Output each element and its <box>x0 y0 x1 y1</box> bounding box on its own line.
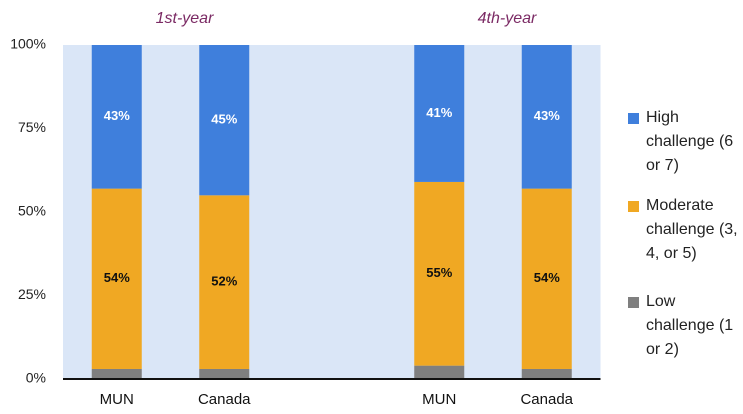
bar-segment <box>414 45 465 182</box>
bar-segment <box>521 188 572 369</box>
bar-segment <box>199 45 250 196</box>
y-tick-label: 75% <box>18 119 46 135</box>
plot-background <box>63 45 601 379</box>
x-tick-label: MUN <box>100 391 134 408</box>
legend-swatch <box>628 201 639 212</box>
x-tick-label: Canada <box>198 391 251 408</box>
legend-label: Low challenge (1 or 2) <box>646 293 734 358</box>
bar-segment <box>91 188 142 369</box>
y-tick-label: 25% <box>18 286 46 302</box>
data-label: 43% <box>534 108 560 123</box>
data-label: 54% <box>104 270 130 285</box>
group-label: 4th-year <box>478 10 537 27</box>
bar-segment <box>414 181 465 366</box>
bar-segment <box>199 368 250 379</box>
data-label: 45% <box>211 112 237 127</box>
data-label: 41% <box>426 105 452 120</box>
data-label: 52% <box>211 274 237 289</box>
group-label: 1st-year <box>156 10 214 27</box>
legend-swatch <box>628 297 639 308</box>
x-tick-label: MUN <box>422 391 456 408</box>
bar-segment <box>91 45 142 189</box>
data-label: 54% <box>534 270 560 285</box>
legend-label: High challenge (6 or 7) <box>646 109 734 174</box>
bar-segment <box>521 45 572 189</box>
legend-item: Moderate challenge (3, 4, or 5) <box>628 194 740 266</box>
bar-segment <box>91 368 142 379</box>
data-label: 55% <box>426 265 452 280</box>
legend-item: Low challenge (1 or 2) <box>628 290 740 362</box>
y-tick-label: 100% <box>10 36 46 52</box>
y-tick-label: 0% <box>26 370 46 386</box>
legend-item: High challenge (6 or 7) <box>628 106 740 178</box>
bar-segment <box>521 368 572 379</box>
bar-segment <box>199 195 250 369</box>
legend-label: Moderate challenge (3, 4, or 5) <box>646 197 738 262</box>
bar-segment <box>414 365 465 379</box>
data-label: 43% <box>104 108 130 123</box>
y-tick-label: 50% <box>18 203 46 219</box>
legend-swatch <box>628 113 639 124</box>
x-tick-label: Canada <box>520 391 573 408</box>
